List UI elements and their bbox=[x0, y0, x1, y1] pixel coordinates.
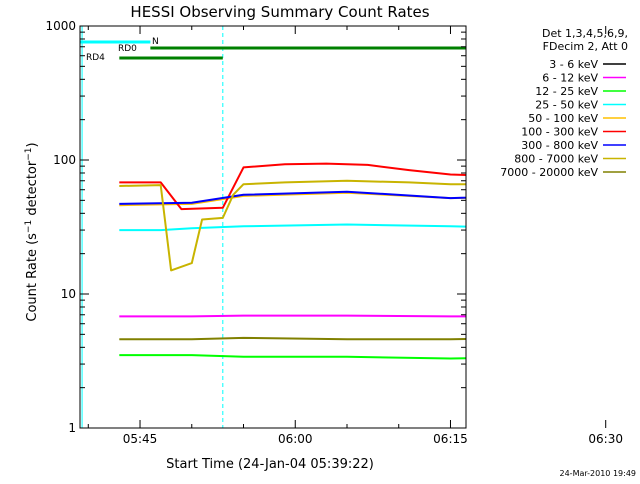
plot-area: RD0 RD4 N bbox=[80, 26, 466, 428]
legend: Det 1,3,4,5,6,9, FDecim 2, Att 0 3 - 6 k… bbox=[500, 27, 628, 179]
series-line-8 bbox=[119, 179, 466, 272]
plot-frame bbox=[79, 25, 467, 429]
y-tick-label: 1000 bbox=[45, 19, 76, 33]
series-line-6 bbox=[119, 162, 466, 211]
y-tick-label: 1 bbox=[68, 421, 76, 435]
legend-entry-label-7: 300 - 800 keV bbox=[521, 139, 598, 152]
series-line-9 bbox=[119, 336, 466, 341]
y-tick-label: 100 bbox=[53, 153, 76, 167]
legend-header-line-1: Det 1,3,4,5,6,9, bbox=[542, 27, 628, 40]
plot-series-group bbox=[80, 26, 466, 428]
series-line-3 bbox=[119, 354, 466, 360]
x-tick-label: 06:15 bbox=[433, 432, 468, 446]
legend-entry-label-1: 3 - 6 keV bbox=[549, 58, 598, 71]
legend-entry-label-2: 6 - 12 keV bbox=[542, 72, 598, 85]
attenuator-bar-label-rd0: RD0 bbox=[118, 44, 137, 54]
x-tick-label: 06:00 bbox=[278, 432, 313, 446]
legend-entry-label-5: 50 - 100 keV bbox=[528, 112, 598, 125]
axes: 110100100005:4506:0006:1506:3006:4507:00… bbox=[45, 19, 623, 446]
x-tick-label: 05:45 bbox=[123, 432, 158, 446]
legend-entry-label-9: 7000 - 20000 keV bbox=[500, 166, 598, 179]
series-line-5 bbox=[119, 191, 466, 207]
n-marker-label: N bbox=[152, 37, 159, 47]
legend-entry-label-6: 100 - 300 keV bbox=[521, 126, 598, 139]
x-tick-label: 06:30 bbox=[588, 432, 623, 446]
y-tick-label: 10 bbox=[61, 287, 76, 301]
legend-entry-label-4: 25 - 50 keV bbox=[535, 99, 598, 112]
series-line-2 bbox=[119, 314, 466, 318]
series-line-4 bbox=[119, 223, 466, 232]
series-line-7 bbox=[119, 190, 466, 205]
legend-entry-label-3: 12 - 25 keV bbox=[535, 85, 598, 98]
y-axis-label: Count Rate (s−1 detector−1) bbox=[24, 142, 40, 321]
legend-entry-label-8: 800 - 7000 keV bbox=[514, 153, 598, 166]
x-axis-label: Start Time (24-Jan-04 05:39:22) bbox=[166, 457, 374, 472]
attenuator-bar-label-rd4: RD4 bbox=[86, 53, 105, 63]
plot-timestamp: 24-Mar-2010 19:49 bbox=[560, 469, 637, 478]
legend-header-line-2: FDecim 2, Att 0 bbox=[543, 40, 628, 53]
chart-title: HESSI Observing Summary Count Rates bbox=[130, 3, 429, 21]
